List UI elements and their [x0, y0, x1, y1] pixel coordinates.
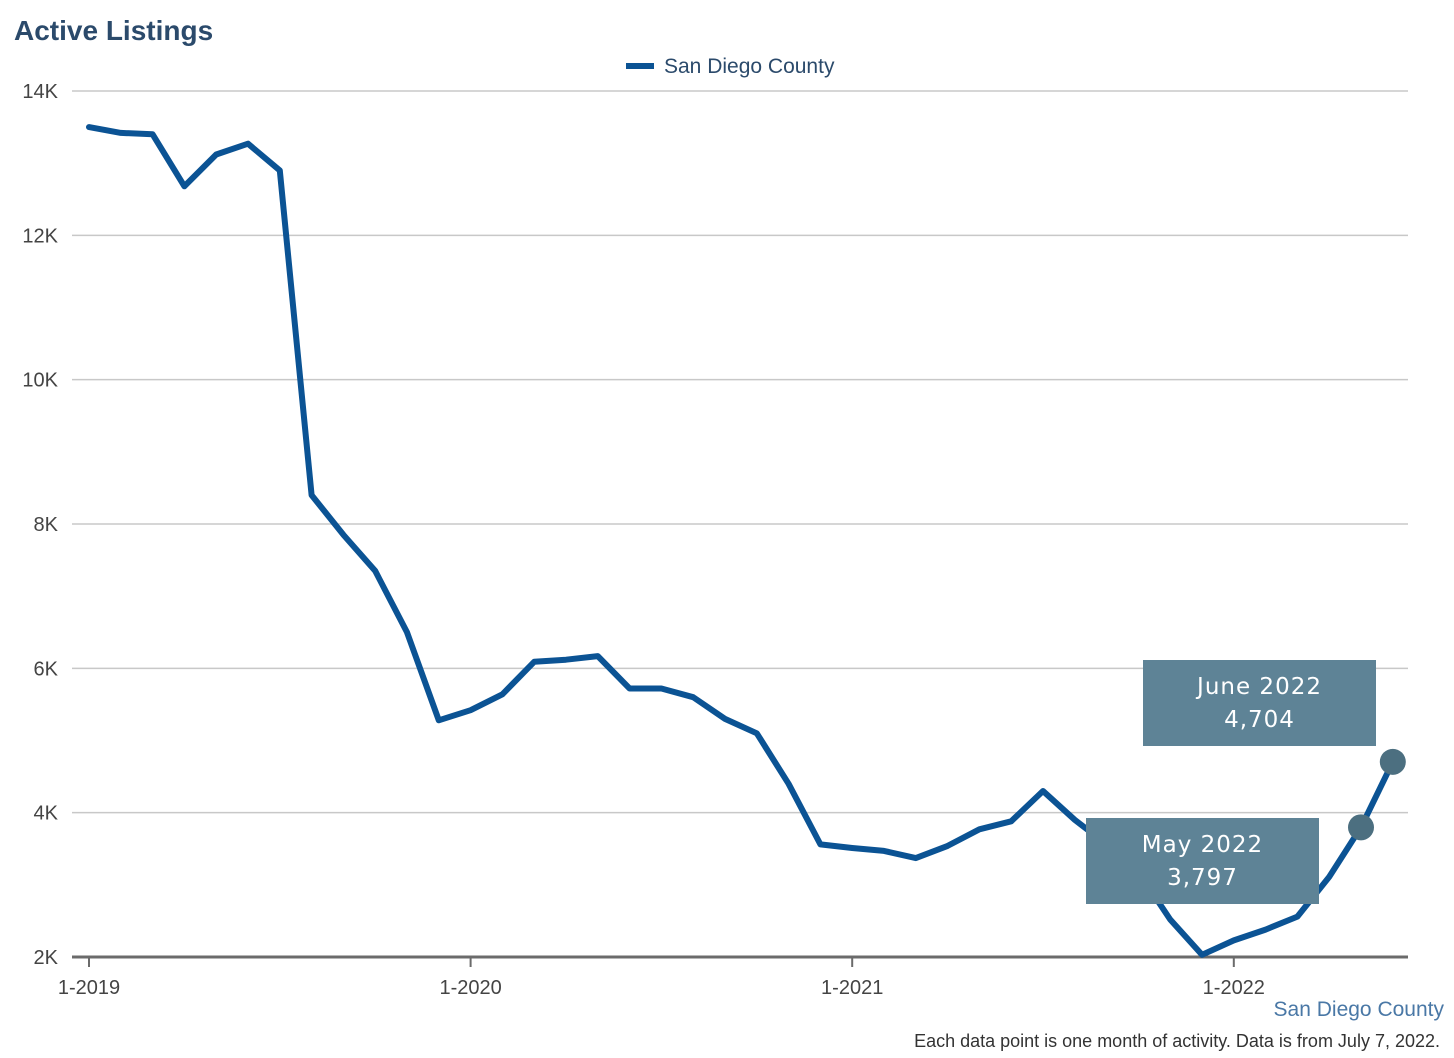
data-point-2019-11[interactable] [401, 626, 413, 638]
data-point-2020-09[interactable] [719, 713, 731, 725]
data-point-2019-07[interactable] [274, 164, 286, 176]
callout-box [1086, 818, 1319, 904]
data-point-2019-01[interactable] [83, 121, 95, 133]
data-point-2019-08[interactable] [306, 489, 318, 501]
callout-month-label: May 2022 [1142, 832, 1263, 858]
data-point-2022-04[interactable] [1323, 871, 1335, 883]
data-point-2020-05[interactable] [592, 650, 604, 662]
data-point-2021-12[interactable] [1196, 949, 1208, 961]
series-san-diego-county[interactable] [83, 121, 1399, 961]
data-point-2020-02[interactable] [496, 688, 508, 700]
highlight-marker-2022-05[interactable] [1348, 814, 1374, 841]
data-point-2020-10[interactable] [751, 727, 763, 739]
data-point-2021-03[interactable] [910, 852, 922, 864]
y-tick-label-10K: 10K [22, 370, 58, 392]
data-point-2019-09[interactable] [337, 529, 349, 541]
legend[interactable]: San Diego County [626, 55, 835, 78]
data-point-2020-07[interactable] [655, 683, 667, 695]
data-point-2020-04[interactable] [560, 654, 572, 666]
data-point-2020-12[interactable] [814, 838, 826, 850]
data-point-2022-01[interactable] [1228, 934, 1240, 946]
data-point-2021-07[interactable] [1037, 785, 1049, 797]
x-tick-label-1-2019: 1-2019 [58, 977, 120, 999]
footer-series-name: San Diego County [1273, 998, 1444, 1021]
data-point-2019-02[interactable] [115, 127, 127, 139]
data-point-2019-05[interactable] [210, 149, 222, 161]
x-tick-label-1-2022: 1-2022 [1203, 977, 1265, 999]
y-tick-label-14K: 14K [22, 81, 58, 103]
callouts: June 2022 4,704 May 2022 3,797 [1086, 660, 1406, 904]
series-line-san-diego-county[interactable] [86, 124, 1396, 958]
callout-box [1143, 660, 1376, 746]
callout-value-label: 4,704 [1224, 707, 1295, 733]
y-tick-label-6K: 6K [34, 658, 59, 680]
y-tick-label-12K: 12K [22, 225, 58, 247]
data-point-2020-03[interactable] [528, 656, 540, 668]
callout-value-label: 3,797 [1167, 865, 1238, 891]
data-point-2019-03[interactable] [147, 128, 159, 140]
data-point-2021-01[interactable] [846, 842, 858, 854]
grid-lines [72, 90, 1408, 814]
data-point-2021-04[interactable] [942, 840, 954, 852]
data-point-2021-05[interactable] [973, 823, 985, 835]
chart-title: Active Listings [14, 15, 214, 46]
data-point-2019-04[interactable] [178, 180, 190, 192]
data-point-2019-06[interactable] [242, 138, 254, 150]
data-point-2021-08[interactable] [1069, 814, 1081, 826]
x-tick-label-1-2021: 1-2021 [821, 977, 883, 999]
data-point-2021-02[interactable] [878, 845, 890, 857]
callout-month-label: June 2022 [1195, 674, 1322, 700]
callout-may-2022: May 2022 3,797 [1086, 814, 1374, 904]
data-point-2021-11[interactable] [1164, 913, 1176, 925]
y-axis: 2K 4K 6K 8K 10K 12K 14K [22, 81, 58, 969]
data-point-2020-11[interactable] [783, 778, 795, 790]
data-point-2022-02[interactable] [1260, 924, 1272, 936]
legend-label[interactable]: San Diego County [664, 55, 835, 78]
x-tick-label-1-2020: 1-2020 [439, 977, 501, 999]
data-point-2019-10[interactable] [369, 565, 381, 577]
y-tick-label-8K: 8K [34, 514, 59, 536]
callout-june-2022: June 2022 4,704 [1143, 660, 1406, 775]
highlight-marker-2022-06[interactable] [1379, 748, 1406, 775]
data-point-2020-06[interactable] [624, 683, 636, 695]
footer-note: Each data point is one month of activity… [914, 1031, 1440, 1051]
y-tick-label-4K: 4K [34, 803, 59, 825]
data-point-2020-01[interactable] [465, 704, 477, 716]
data-point-2022-03[interactable] [1291, 911, 1303, 923]
data-point-2020-08[interactable] [687, 691, 699, 703]
data-point-2019-12[interactable] [433, 714, 445, 726]
data-point-2021-06[interactable] [1005, 815, 1017, 827]
y-tick-label-2K: 2K [34, 947, 59, 969]
x-axis: 1-2019 1-2020 1-2021 1-2022 [58, 955, 1408, 999]
